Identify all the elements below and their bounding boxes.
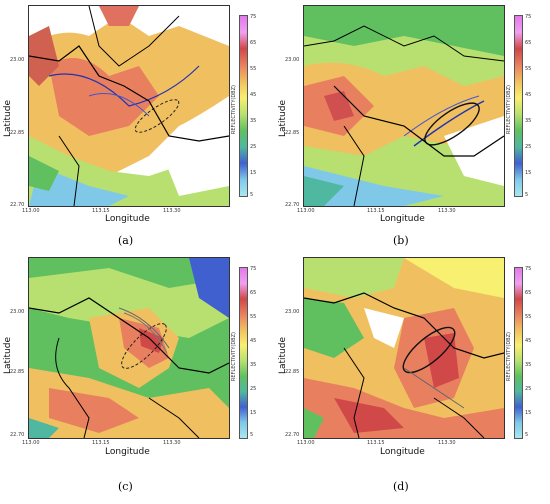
- y-tick: 22.70: [285, 202, 300, 208]
- reflectivity-map-c: [29, 258, 229, 438]
- cbar-tick: 65: [525, 290, 532, 296]
- cbar-tick: 55: [525, 66, 532, 72]
- cbar-tick: 55: [525, 314, 532, 320]
- y-tick: 22.70: [10, 202, 25, 208]
- y-tick: 22.70: [285, 432, 300, 438]
- cbar-tick: 35: [525, 362, 532, 368]
- cbar-tick: 45: [525, 92, 532, 98]
- y-tick: 23.00: [285, 309, 300, 315]
- cbar-tick: 65: [525, 40, 532, 46]
- cbar-tick: 25: [525, 144, 532, 150]
- y-axis-title: Latitude: [3, 100, 13, 138]
- map-d: [303, 257, 505, 439]
- panel-b: REFLECTIVITY(DBZ) 75 65 55 45 35 25 15 5…: [275, 0, 550, 252]
- reflectivity-map-b: [304, 6, 504, 206]
- reflectivity-map-d: [304, 258, 504, 438]
- cbar-tick: 65: [250, 290, 257, 296]
- colorbar-d: [514, 267, 523, 439]
- panel-c: REFLECTIVITY(DBZ) 75 65 55 45 35 25 15 5…: [0, 252, 275, 504]
- cbar-tick: 15: [250, 170, 257, 176]
- cbar-tick: 15: [525, 410, 532, 416]
- cbar-tick: 75: [525, 266, 532, 272]
- colorbar-label-a: REFLECTIVITY(DBZ): [231, 85, 237, 135]
- y-tick: 23.00: [285, 57, 300, 63]
- x-axis-title: Longitude: [380, 214, 425, 224]
- map-a: [28, 5, 230, 207]
- cbar-tick: 5: [250, 432, 254, 438]
- cbar-tick: 55: [250, 314, 257, 320]
- cbar-tick: 45: [525, 338, 532, 344]
- cbar-tick: 35: [250, 118, 257, 124]
- cbar-tick: 5: [525, 192, 529, 198]
- panel-d: REFLECTIVITY(DBZ) 75 65 55 45 35 25 15 5…: [275, 252, 550, 504]
- cbar-tick: 25: [250, 144, 257, 150]
- cbar-tick: 35: [250, 362, 257, 368]
- panel-label: (d): [393, 480, 409, 493]
- cbar-tick: 75: [525, 14, 532, 20]
- panel-label: (a): [118, 234, 134, 247]
- colorbar-c: [239, 267, 248, 439]
- x-tick: 113.30: [438, 440, 456, 446]
- x-tick: 113.15: [92, 440, 110, 446]
- x-axis-title: Longitude: [380, 447, 425, 457]
- y-tick: 22.85: [10, 130, 25, 136]
- x-tick: 113.00: [297, 208, 315, 214]
- cbar-tick: 75: [250, 14, 257, 20]
- y-tick: 22.85: [285, 130, 300, 136]
- reflectivity-map-a: [29, 6, 229, 206]
- x-tick: 113.00: [22, 440, 40, 446]
- colorbar-label-b: REFLECTIVITY(DBZ): [506, 85, 512, 135]
- colorbar-label-d: REFLECTIVITY(DBZ): [506, 332, 512, 382]
- colorbar-a: [239, 15, 248, 197]
- x-tick: 113.15: [367, 440, 385, 446]
- y-axis-title: Latitude: [278, 337, 288, 375]
- x-tick: 113.00: [22, 208, 40, 214]
- cbar-tick: 45: [250, 338, 257, 344]
- y-tick: 23.00: [10, 309, 25, 315]
- map-b: [303, 5, 505, 207]
- panel-label: (c): [118, 480, 133, 493]
- cbar-tick: 5: [525, 432, 529, 438]
- cbar-tick: 45: [250, 92, 257, 98]
- cbar-tick: 75: [250, 266, 257, 272]
- colorbar-b: [514, 15, 523, 197]
- y-axis-title: Latitude: [278, 100, 288, 138]
- cbar-tick: 25: [250, 386, 257, 392]
- x-axis-title: Longitude: [105, 447, 150, 457]
- cbar-tick: 15: [525, 170, 532, 176]
- cbar-tick: 55: [250, 66, 257, 72]
- y-tick: 23.00: [10, 57, 25, 63]
- y-tick: 22.85: [285, 369, 300, 375]
- cbar-tick: 5: [250, 192, 254, 198]
- y-tick: 22.85: [10, 369, 25, 375]
- y-tick: 22.70: [10, 432, 25, 438]
- map-c: [28, 257, 230, 439]
- panel-label: (b): [393, 234, 409, 247]
- cbar-tick: 35: [525, 118, 532, 124]
- y-axis-title: Latitude: [3, 337, 13, 375]
- cbar-tick: 65: [250, 40, 257, 46]
- cbar-tick: 15: [250, 410, 257, 416]
- x-tick: 113.30: [163, 208, 181, 214]
- x-tick: 113.30: [438, 208, 456, 214]
- cbar-tick: 25: [525, 386, 532, 392]
- x-tick: 113.15: [367, 208, 385, 214]
- colorbar-label-c: REFLECTIVITY(DBZ): [231, 332, 237, 382]
- x-tick: 113.30: [163, 440, 181, 446]
- x-tick: 113.00: [297, 440, 315, 446]
- x-axis-title: Longitude: [105, 214, 150, 224]
- x-tick: 113.15: [92, 208, 110, 214]
- panel-a: REFLECTIVITY(DBZ) 75 65 55 45 35 25 15 5…: [0, 0, 275, 252]
